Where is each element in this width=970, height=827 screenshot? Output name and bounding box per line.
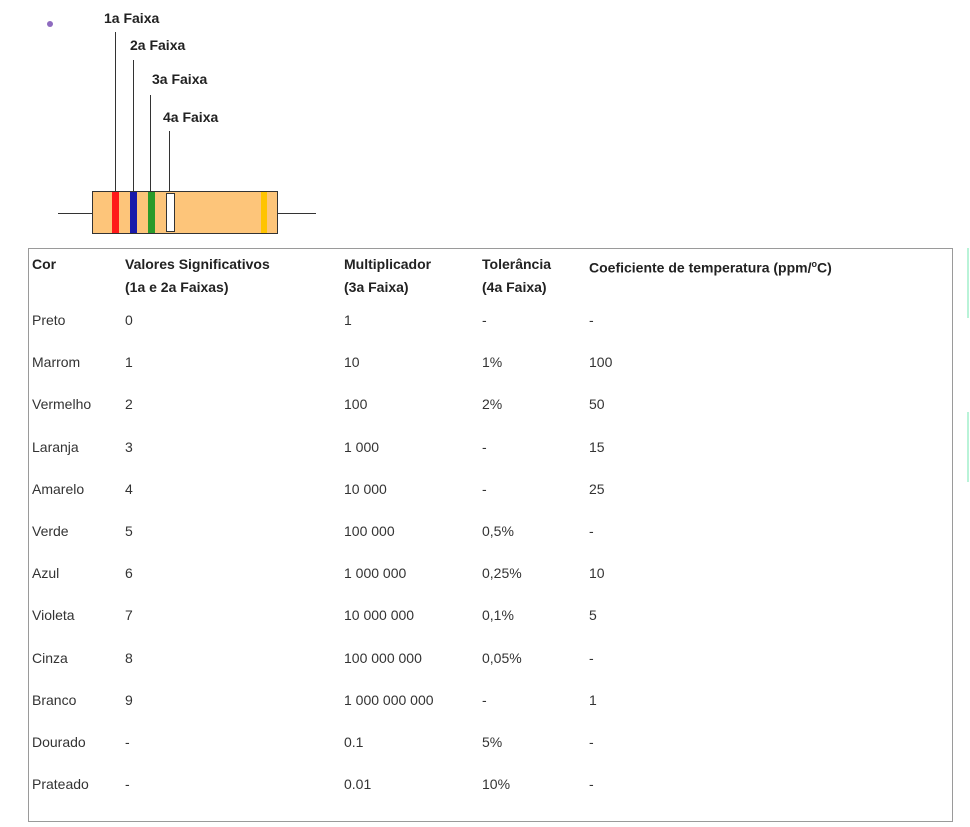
band-4 [166,193,175,232]
cell-cor: Prateado [32,776,89,793]
cell-cor: Preto [32,312,66,328]
cell-cor: Vermelho [32,396,92,413]
table-header-row: Cor Valores Significativos (1a e 2a Faixa… [29,249,952,311]
cell-multiplicador: 0.01 [344,776,372,793]
band-1 [112,192,119,233]
cell-multiplicador: 1 000 000 [344,565,407,582]
cell-tolerancia: 5% [482,733,503,750]
cell-coeficiente: - [589,522,594,539]
table-row: Cinza 8 100 000 000 0,05% - [29,649,952,691]
table-row: Preto 0 1 - - [29,311,952,353]
cell-coeficiente: - [589,776,594,793]
table-row: Laranja 3 1 000 - 15 [29,438,952,480]
cell-cor: Dourado [32,733,86,750]
header-cor: Cor [32,256,57,272]
table-row: Vermelho 2 100 2% 50 [29,395,952,437]
table-row: Dourado - 0.1 5% - [29,733,952,775]
band-label-4: 4a Faixa [163,109,219,125]
band-3 [148,192,155,233]
cell-tolerancia: 0,5% [482,522,514,539]
list-bullet [47,21,53,27]
cell-tolerancia: 0,25% [482,565,522,582]
cell-coeficiente: 25 [589,480,605,497]
cell-multiplicador: 1 000 [344,438,380,455]
cell-tolerancia: 0,1% [482,607,514,624]
table-row: Branco 9 1 000 000 000 - 1 [29,691,952,733]
cell-multiplicador: 1 000 000 000 [344,691,434,708]
cell-valor: - [125,733,130,750]
table-row: Amarelo 4 10 000 - 25 [29,480,952,522]
table-row: Prateado - 0.01 10% - [29,775,952,817]
cell-tolerancia: - [482,312,487,328]
header-tolerancia: Tolerância (4a Faixa) [482,256,551,295]
cell-cor: Cinza [32,649,68,666]
table-row: Verde 5 100 000 0,5% - [29,522,952,564]
cell-coeficiente: - [589,733,594,750]
cell-valor: 0 [125,312,133,328]
scrollbar-accent-2 [967,412,969,482]
cell-valor: 4 [125,480,133,497]
cell-cor: Amarelo [32,480,85,497]
band-label-2: 2a Faixa [130,37,186,53]
band-label-1: 1a Faixa [104,10,160,26]
leader-line-3 [150,95,151,192]
cell-multiplicador: 100 000 [344,522,395,539]
cell-tolerancia: 2% [482,396,503,413]
table-row: Marrom 1 10 1% 100 [29,353,952,395]
cell-tolerancia: 1% [482,354,503,371]
cell-coeficiente: 100 [589,354,613,371]
cell-multiplicador: 0.1 [344,733,364,750]
cell-cor: Marrom [32,354,81,371]
cell-valor: - [125,776,130,793]
cell-cor: Branco [32,691,77,708]
table-row: Azul 6 1 000 000 0,25% 10 [29,564,952,606]
table-row: Violeta 7 10 000 000 0,1% 5 [29,606,952,648]
cell-multiplicador: 10 000 [344,480,387,497]
resistor-lead-left [58,213,93,214]
cell-valor: 2 [125,396,133,413]
color-code-table: Cor Valores Significativos (1a e 2a Faixa… [28,248,953,822]
cell-cor: Violeta [32,607,75,624]
cell-valor: 9 [125,691,133,708]
cell-coeficiente: 1 [589,691,597,708]
cell-cor: Laranja [32,438,79,455]
resistor-body [92,191,278,234]
header-valores: Valores Significativos (1a e 2a Faixas) [125,256,270,295]
cell-valor: 5 [125,522,133,539]
leader-line-4 [169,131,170,192]
band-label-3: 3a Faixa [152,71,208,87]
cell-coeficiente: 15 [589,438,605,455]
cell-tolerancia: - [482,480,487,497]
scrollbar-accent [967,248,969,318]
cell-multiplicador: 100 [344,396,368,413]
cell-valor: 7 [125,607,133,624]
cell-valor: 6 [125,565,133,582]
cell-tolerancia: - [482,438,487,455]
cell-tolerancia: 0,05% [482,649,522,666]
cell-cor: Verde [32,522,69,539]
cell-coeficiente: 50 [589,396,605,413]
cell-coeficiente: 5 [589,607,597,624]
cell-coeficiente: - [589,649,594,666]
cell-cor: Azul [32,565,60,582]
band-2 [130,192,137,233]
header-multiplicador: Multiplicador (3a Faixa) [344,256,432,295]
cell-coeficiente: - [589,312,594,328]
resistor-lead-right [277,213,316,214]
leader-line-1 [115,32,116,192]
cell-multiplicador: 1 [344,312,352,328]
cell-valor: 1 [125,354,133,371]
cell-multiplicador: 100 000 000 [344,649,422,666]
cell-coeficiente: 10 [589,565,605,582]
leader-line-2 [133,60,134,192]
cell-multiplicador: 10 000 000 [344,607,415,624]
cell-tolerancia: - [482,691,487,708]
header-coeficiente: Coeficiente de temperatura (ppm/oC) [589,259,832,276]
cell-tolerancia: 10% [482,776,511,793]
cell-valor: 8 [125,649,133,666]
end-band [261,192,267,233]
cell-valor: 3 [125,438,133,455]
cell-multiplicador: 10 [344,354,360,371]
